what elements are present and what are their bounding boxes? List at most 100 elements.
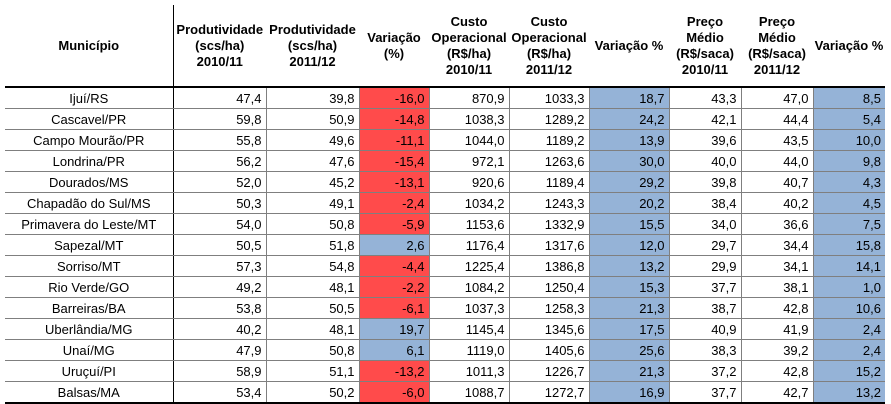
cell-produtividade-2010-11: 49,2: [173, 276, 267, 298]
cell-preco-2010-11: 38,7: [669, 297, 742, 319]
cell-produtividade-2011-12: 47,6: [266, 150, 360, 172]
table-row: Unaí/MG 47,9 50,8 6,1 1119,0 1405,6 25,6 38,3 39…: [5, 339, 885, 361]
cell-preco-2010-11: 29,7: [669, 234, 742, 256]
cell-produtividade-2011-12: 51,1: [266, 360, 360, 382]
table-row: Uberlândia/MG 40,2 48,1 19,7 1145,4 1345,6 17,…: [5, 318, 885, 340]
cell-custo-2011-12: 1226,7: [509, 360, 590, 382]
cell-produtividade-2010-11: 52,0: [173, 171, 267, 193]
cell-preco-2011-12: 42,8: [741, 360, 814, 382]
cell-preco-2010-11: 39,8: [669, 171, 742, 193]
cell-produtividade-2011-12: 45,2: [266, 171, 360, 193]
cell-custo-2011-12: 1272,7: [509, 381, 590, 404]
cell-variacao-produtividade: -15,4: [359, 150, 430, 172]
cell-municipio: Uruçuí/PI: [5, 360, 174, 382]
table-row: Sorriso/MT 57,3 54,8 -4,4 1225,4 1386,8 13,2 29…: [5, 255, 885, 277]
table-row: Sapezal/MT 50,5 51,8 2,6 1176,4 1317,6 12,0 29,…: [5, 234, 885, 256]
cell-variacao-produtividade: -4,4: [359, 255, 430, 277]
cell-municipio: Chapadão do Sul/MS: [5, 192, 174, 214]
cell-custo-2010-11: 1044,0: [429, 129, 510, 151]
cell-preco-2010-11: 40,9: [669, 318, 742, 340]
cell-produtividade-2010-11: 53,4: [173, 381, 267, 404]
cell-variacao-produtividade: 6,1: [359, 339, 430, 361]
cell-variacao-preco: 5,4: [813, 108, 885, 130]
cell-variacao-produtividade: -5,9: [359, 213, 430, 235]
cell-produtividade-2011-12: 50,8: [266, 339, 360, 361]
cell-produtividade-2010-11: 55,8: [173, 129, 267, 151]
table-row: Londrina/PR 56,2 47,6 -15,4 972,1 1263,6 30,0 4…: [5, 150, 885, 172]
cell-custo-2011-12: 1289,2: [509, 108, 590, 130]
cell-variacao-preco: 4,5: [813, 192, 885, 214]
cell-variacao-custo: 21,3: [589, 360, 670, 382]
cell-produtividade-2010-11: 59,8: [173, 108, 267, 130]
cell-produtividade-2011-12: 50,2: [266, 381, 360, 404]
header-municipio: Município: [5, 5, 174, 88]
cell-variacao-preco: 2,4: [813, 318, 885, 340]
cell-preco-2011-12: 43,5: [741, 129, 814, 151]
cell-produtividade-2010-11: 58,9: [173, 360, 267, 382]
cell-variacao-preco: 13,2: [813, 381, 885, 404]
cell-municipio: Cascavel/PR: [5, 108, 174, 130]
cell-produtividade-2011-12: 48,1: [266, 318, 360, 340]
cell-variacao-preco: 1,0: [813, 276, 885, 298]
cell-variacao-produtividade: -13,2: [359, 360, 430, 382]
table-row: Dourados/MS 52,0 45,2 -13,1 920,6 1189,4 29,2 3…: [5, 171, 885, 193]
cell-municipio: Campo Mourão/PR: [5, 129, 174, 151]
soy-productivity-table: Município Produtividade (scs/ha) 2010/11…: [5, 5, 885, 404]
cell-preco-2010-11: 37,7: [669, 276, 742, 298]
table-row: Campo Mourão/PR 55,8 49,6 -11,1 1044,0 1189,2…: [5, 129, 885, 151]
cell-preco-2010-11: 37,7: [669, 381, 742, 404]
cell-custo-2011-12: 1189,4: [509, 171, 590, 193]
cell-preco-2010-11: 40,0: [669, 150, 742, 172]
cell-preco-2011-12: 42,8: [741, 297, 814, 319]
cell-custo-2011-12: 1386,8: [509, 255, 590, 277]
cell-custo-2011-12: 1189,2: [509, 129, 590, 151]
cell-variacao-produtividade: -13,1: [359, 171, 430, 193]
cell-produtividade-2010-11: 47,9: [173, 339, 267, 361]
cell-custo-2011-12: 1332,9: [509, 213, 590, 235]
cell-custo-2010-11: 920,6: [429, 171, 510, 193]
cell-municipio: Unaí/MG: [5, 339, 174, 361]
cell-produtividade-2011-12: 49,6: [266, 129, 360, 151]
header-custo-2010-11: Custo Operacional (R$/ha) 2010/11: [429, 5, 509, 88]
header-produtividade-2011-12: Produtividade (scs/ha) 2011/12: [266, 5, 359, 88]
table-row: Cascavel/PR 59,8 50,9 -14,8 1038,3 1289,2 24,2…: [5, 108, 885, 130]
cell-preco-2011-12: 42,7: [741, 381, 814, 404]
cell-custo-2010-11: 1225,4: [429, 255, 510, 277]
cell-variacao-preco: 15,8: [813, 234, 885, 256]
cell-variacao-produtividade: 2,6: [359, 234, 430, 256]
header-preco-2011-12: Preço Médio (R$/saca) 2011/12: [741, 5, 813, 88]
cell-produtividade-2010-11: 54,0: [173, 213, 267, 235]
cell-variacao-produtividade: -2,2: [359, 276, 430, 298]
cell-produtividade-2010-11: 57,3: [173, 255, 267, 277]
cell-preco-2011-12: 39,2: [741, 339, 814, 361]
cell-variacao-produtividade: -16,0: [359, 87, 430, 109]
cell-preco-2011-12: 40,7: [741, 171, 814, 193]
cell-preco-2011-12: 38,1: [741, 276, 814, 298]
cell-produtividade-2011-12: 39,8: [266, 87, 360, 109]
cell-variacao-custo: 17,5: [589, 318, 670, 340]
cell-preco-2011-12: 34,4: [741, 234, 814, 256]
header-variacao-produtividade: Variação (%): [359, 5, 429, 88]
cell-municipio: Primavera do Leste/MT: [5, 213, 174, 235]
cell-custo-2010-11: 1038,3: [429, 108, 510, 130]
cell-custo-2011-12: 1258,3: [509, 297, 590, 319]
header-custo-2011-12: Custo Operacional (R$/ha) 2011/12: [509, 5, 589, 88]
table-body: Ijuí/RS 47,4 39,8 -16,0 870,9 1033,3 18,7 43,3 4…: [5, 87, 885, 404]
cell-preco-2010-11: 37,2: [669, 360, 742, 382]
cell-custo-2010-11: 1145,4: [429, 318, 510, 340]
cell-variacao-custo: 16,9: [589, 381, 670, 404]
cell-custo-2011-12: 1033,3: [509, 87, 590, 109]
cell-municipio: Uberlândia/MG: [5, 318, 174, 340]
cell-variacao-produtividade: -6,1: [359, 297, 430, 319]
cell-municipio: Ijuí/RS: [5, 87, 174, 109]
cell-preco-2011-12: 47,0: [741, 87, 814, 109]
cell-preco-2011-12: 40,2: [741, 192, 814, 214]
cell-variacao-custo: 13,2: [589, 255, 670, 277]
cell-preco-2010-11: 29,9: [669, 255, 742, 277]
cell-custo-2010-11: 1119,0: [429, 339, 510, 361]
cell-produtividade-2010-11: 53,8: [173, 297, 267, 319]
cell-custo-2011-12: 1345,6: [509, 318, 590, 340]
cell-variacao-custo: 30,0: [589, 150, 670, 172]
table-row: Uruçuí/PI 58,9 51,1 -13,2 1011,3 1226,7 21,3 37…: [5, 360, 885, 382]
cell-produtividade-2011-12: 50,5: [266, 297, 360, 319]
